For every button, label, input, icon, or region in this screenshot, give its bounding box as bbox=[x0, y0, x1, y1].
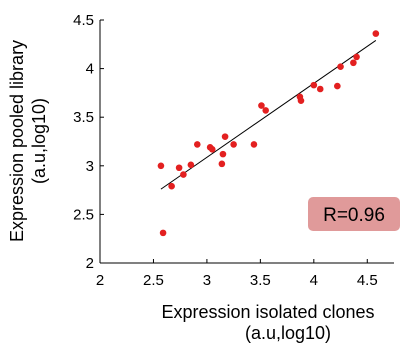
data-point bbox=[208, 145, 216, 153]
data-point bbox=[372, 30, 380, 37]
data-point bbox=[180, 171, 187, 178]
data-point bbox=[310, 81, 318, 89]
data-point bbox=[262, 107, 270, 114]
data-point bbox=[297, 97, 305, 104]
correlation-box bbox=[308, 197, 400, 231]
data-point bbox=[334, 82, 341, 90]
data-point bbox=[193, 141, 201, 148]
correlation-annotation: R=0.96 bbox=[308, 197, 400, 231]
x-axis-title-line2: (a.u,log10) bbox=[245, 323, 331, 343]
data-point bbox=[221, 133, 229, 140]
data-point bbox=[218, 160, 226, 168]
data-point bbox=[157, 162, 165, 170]
tick-marks: 2 2.5 3 3.5 4 4.5 2 2.5 3 3.5 4 4.5 bbox=[73, 12, 378, 289]
y-tick-label: 3 bbox=[86, 158, 94, 175]
y-tick-label: 4.5 bbox=[73, 12, 94, 29]
data-point bbox=[258, 102, 265, 109]
data-point bbox=[159, 229, 167, 237]
x-tick-label: 4.5 bbox=[357, 272, 378, 289]
y-tick-label: 2 bbox=[86, 255, 94, 272]
x-tick-label: 2.5 bbox=[143, 272, 164, 289]
correlation-label: R=0.96 bbox=[323, 205, 385, 226]
x-tick-label: 3.5 bbox=[250, 272, 271, 289]
data-point bbox=[230, 141, 237, 148]
data-point bbox=[350, 59, 357, 67]
y-axis-title-line1: Expression pooled library bbox=[7, 40, 27, 242]
y-axis-title-line2: (a.u,log10) bbox=[29, 98, 49, 184]
x-tick-label: 4 bbox=[310, 272, 318, 289]
data-point bbox=[316, 85, 324, 93]
x-axis-title-line1: Expression isolated clones bbox=[161, 302, 374, 322]
x-tick-label: 3 bbox=[203, 272, 211, 289]
data-point bbox=[337, 63, 344, 70]
data-point bbox=[175, 164, 183, 172]
data-point bbox=[168, 182, 175, 190]
axes bbox=[99, 20, 394, 264]
y-tick-label: 2.5 bbox=[73, 206, 94, 223]
x-tick-label: 2 bbox=[96, 272, 104, 289]
y-tick-label: 3.5 bbox=[73, 109, 94, 126]
data-points bbox=[157, 30, 380, 237]
data-point bbox=[250, 141, 258, 148]
data-point bbox=[353, 53, 360, 61]
y-tick-label: 4 bbox=[86, 61, 94, 78]
data-point bbox=[187, 161, 195, 169]
data-point bbox=[219, 150, 227, 158]
